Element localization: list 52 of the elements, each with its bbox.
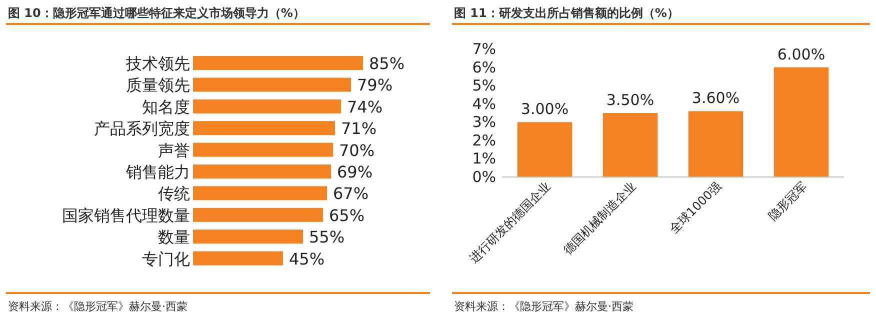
y-tick-label: 销售能力 [125,162,190,182]
bar [193,230,303,244]
chart-title: 图 10：隐形冠军通过哪些特征来定义市场领导力（%） [8,6,305,20]
data-label: 71% [341,119,377,138]
bar [193,78,351,92]
y-tick-label: 4% [472,94,496,113]
y-tick-label: 0% [472,168,496,186]
y-tick-label: 产品系列宽度 [94,119,190,138]
y-tick-label: 7% [472,40,496,58]
bar [193,99,341,114]
data-label: 3.60% [692,89,740,108]
data-label: 67% [333,184,369,204]
y-tick-label: 质量领先 [126,76,190,95]
bar [517,122,572,177]
data-label: 3.50% [606,91,654,109]
data-label: 69% [337,162,373,182]
y-tick-label: 1% [472,150,496,168]
bar [193,208,323,222]
chart-title: 图 11：研发支出所占销售额的比例（%） [454,6,679,20]
bar [193,251,283,266]
bar [193,186,327,200]
data-label: 74% [347,97,383,116]
y-tick-label: 5% [472,76,496,95]
data-label: 65% [329,206,365,225]
y-tick-label: 2% [472,131,496,150]
data-label: 85% [369,54,405,73]
text: 资料来源：《隐形冠军》赫尔曼·西蒙 [454,300,634,313]
data-label: 3.00% [520,100,569,118]
bar [193,121,335,136]
bar [688,111,744,177]
y-tick-label: 传统 [158,184,190,204]
data-label: 55% [309,228,345,247]
text: 资料来源：《隐形冠军》赫尔曼·西蒙 [8,300,188,313]
data-label: 6.00% [777,45,826,64]
data-label: 45% [289,249,325,268]
bar [193,142,333,157]
data-label: 70% [339,140,375,160]
data-label: 79% [357,76,393,95]
y-tick-label: 数量 [158,228,190,247]
y-tick-label: 国家销售代理数量 [62,206,190,225]
x-tick-label: 德国机械制造企业 [560,179,638,258]
bar [193,164,331,178]
y-tick-label: 6% [472,58,496,76]
y-tick-label: 技术领先 [125,54,190,73]
bar [193,56,363,70]
x-tick-label: 隐形冠军 [766,179,810,224]
bar [774,67,829,177]
y-tick-label: 知名度 [142,97,190,116]
y-tick-label: 专门化 [142,249,190,268]
bar [602,113,658,177]
y-tick-label: 3% [472,113,496,132]
y-tick-label: 声誉 [158,140,190,160]
